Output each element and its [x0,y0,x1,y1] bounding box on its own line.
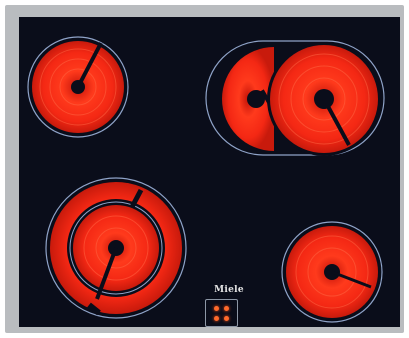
touch-control-panel [205,299,238,327]
touch-control-dot-icon[interactable] [224,306,229,311]
cooking-zone-bottom-left-dual[interactable] [45,177,187,319]
cooktop-frame: Miele [5,5,404,333]
cooking-zone-bottom-right[interactable] [281,221,383,323]
brand-logo: Miele [214,285,244,295]
touch-control-dot-icon[interactable] [214,316,219,321]
cooking-zone-top-left[interactable] [27,36,129,138]
cooking-zone-top-right-dual[interactable] [205,40,385,156]
cooking-zones [27,36,385,323]
touch-control-dot-icon[interactable] [214,306,219,311]
ceramic-glass-surface: Miele [19,17,400,327]
touch-control-dot-icon[interactable] [224,316,229,321]
